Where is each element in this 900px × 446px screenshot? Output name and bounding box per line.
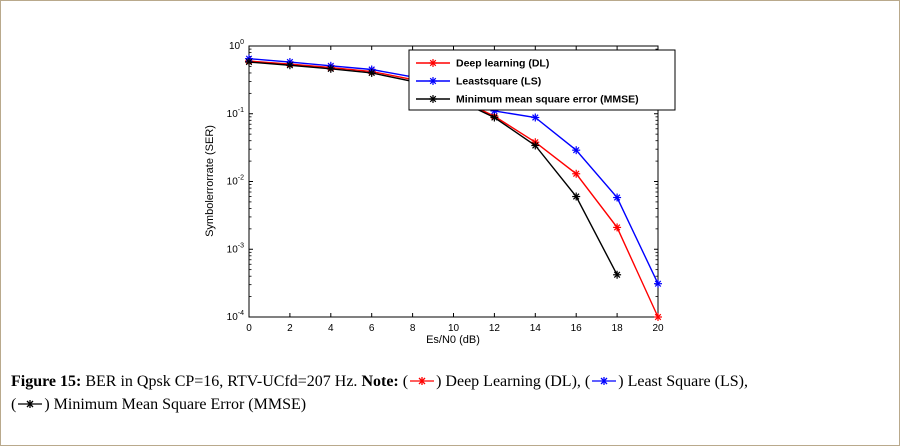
ls-caption-marker-icon (592, 377, 617, 385)
chart-legend: Deep learning (DL) Leastsquare (LS) Minimu… (408, 49, 676, 111)
x-tick-label: 4 (328, 323, 334, 334)
x-tick-label: 0 (246, 323, 252, 334)
x-tick-label: 18 (612, 323, 624, 334)
caption-text: ( (398, 373, 409, 390)
caption-text: ) Least Square (LS), (618, 373, 748, 390)
caption-bold-text: Figure 15: (11, 373, 82, 390)
x-tick-label: 6 (369, 323, 375, 334)
x-tick-label: 12 (489, 323, 501, 334)
caption-text: ) Minimum Mean Square Error (MMSE) (44, 396, 307, 413)
x-axis-ticks: 0 2 4 6 8 10 12 14 16 18 20 (246, 46, 664, 334)
legend-entry-label: Minimum mean square error (MMSE) (456, 94, 639, 106)
y-tick-label: 100 (229, 39, 244, 52)
x-tick-label: 14 (530, 323, 542, 334)
legend-box (408, 49, 676, 111)
caption-text: ( (11, 396, 17, 413)
legend-entry-label: Deep learning (DL) (456, 58, 549, 70)
x-tick-label: 20 (652, 323, 664, 334)
figure-caption: Figure 15: BER in Qpsk CP=16, RTV-UCfd=2… (11, 370, 893, 416)
x-tick-label: 8 (410, 323, 416, 334)
y-axis-label: Symbolerrorrate (SER) (204, 125, 216, 237)
legend-entry-label: Leastsquare (LS) (456, 76, 541, 88)
caption-bold-text: Note: (361, 373, 399, 390)
y-tick-label: 10-4 (227, 310, 244, 323)
x-tick-label: 16 (571, 323, 583, 334)
x-tick-label: 2 (287, 323, 293, 334)
mmse-caption-marker-icon (18, 400, 43, 408)
caption-text: BER in Qpsk CP=16, RTV-UCfd=207 Hz. (81, 373, 362, 390)
y-tick-label: 10-3 (227, 242, 244, 255)
caption-text: ) Deep Learning (DL), ( (436, 373, 591, 390)
caption-line-2: ( ) Minimum Mean Square Error (MMSE) (11, 393, 893, 416)
x-axis-label: Es/N0 (dB) (426, 334, 480, 346)
y-tick-label: 10-2 (227, 175, 244, 188)
chart-canvas: 0 2 4 6 8 10 12 14 16 18 20 10-4 10-3 10-2 10-1 100 Deep… (227, 39, 676, 334)
y-tick-label: 10-1 (227, 107, 244, 120)
x-tick-label: 10 (448, 323, 460, 334)
y-axis-ticks: 10-4 10-3 10-2 10-1 100 (227, 39, 658, 323)
caption-line-1: Figure 15: BER in Qpsk CP=16, RTV-UCfd=2… (11, 370, 893, 393)
dl-caption-marker-icon (410, 377, 435, 385)
ber-chart: 0 2 4 6 8 10 12 14 16 18 20 10-4 10-3 10-2 10-1 100 Deep… (204, 39, 676, 346)
